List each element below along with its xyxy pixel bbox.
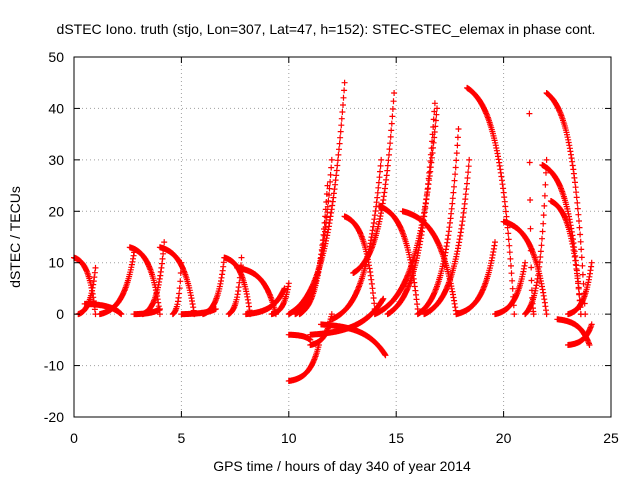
data-point-markers <box>96 249 138 318</box>
data-series-arc <box>565 321 595 348</box>
x-axis-label: GPS time / hours of day 340 of year 2014 <box>213 458 471 474</box>
chart-title: dSTEC Iono. truth (stjo, Lon=307, Lat=47… <box>57 21 596 37</box>
data-point-markers <box>268 280 292 318</box>
x-tick-label: 20 <box>496 430 512 446</box>
data-point-markers <box>307 295 387 338</box>
data-point-markers <box>492 259 529 318</box>
data-series-arc <box>565 259 595 318</box>
data-point-markers <box>296 182 331 318</box>
data-series <box>71 79 595 384</box>
y-tick-label: 0 <box>56 306 64 322</box>
data-series-arc <box>96 249 138 318</box>
data-series-arc <box>522 156 550 318</box>
data-series-arc <box>156 244 198 318</box>
data-point-markers <box>543 90 589 318</box>
data-series-arc <box>285 342 322 384</box>
y-tick-label: 30 <box>48 152 64 168</box>
data-series-arc <box>453 239 498 318</box>
data-point-markers <box>421 156 473 318</box>
data-series-arc <box>307 295 387 338</box>
data-series-arc <box>199 254 228 318</box>
data-series-arc <box>225 254 245 318</box>
data-series-arc <box>371 105 440 318</box>
data-point-markers <box>156 244 198 318</box>
data-series-arc <box>384 100 438 318</box>
data-point-markers <box>285 342 322 384</box>
y-tick-label: 20 <box>48 203 64 219</box>
data-point-markers <box>414 126 462 318</box>
data-point-markers <box>285 331 314 343</box>
data-point-markers <box>221 254 254 318</box>
y-tick-label: -20 <box>44 409 64 425</box>
data-series-arc <box>242 285 288 318</box>
data-series-arc <box>169 259 185 318</box>
data-point-markers <box>464 84 518 318</box>
data-series-arc <box>350 90 398 276</box>
data-series-arc <box>268 280 292 318</box>
y-tick-label: -10 <box>44 358 64 374</box>
axis-ticks: 0 5 10 15 20 25 -20 -10 0 10 20 30 40 50 <box>44 49 619 446</box>
data-point-markers <box>199 254 228 318</box>
data-series-arc <box>492 259 529 318</box>
data-point-markers <box>139 239 168 318</box>
y-tick-label: 50 <box>48 49 64 65</box>
data-series-arc <box>139 239 168 318</box>
x-tick-label: 0 <box>70 430 78 446</box>
x-tick-label: 15 <box>388 430 404 446</box>
data-point-markers <box>371 105 440 318</box>
data-series-arc <box>414 126 462 318</box>
data-series-arc <box>221 254 254 318</box>
data-point-markers <box>547 198 584 318</box>
data-series-arc <box>421 156 473 318</box>
data-point-markers <box>350 90 398 276</box>
data-point-markers <box>522 156 550 318</box>
plot-frame <box>73 56 612 418</box>
data-point-markers <box>242 285 288 318</box>
data-series-arc <box>296 182 331 318</box>
data-series-arc <box>547 198 584 318</box>
data-point-markers <box>225 254 245 318</box>
y-tick-label: 10 <box>48 255 64 271</box>
data-series-arc <box>464 84 518 318</box>
data-point-markers <box>384 100 438 318</box>
data-point-markers <box>565 321 595 348</box>
y-axis-label: dSTEC / TECUs <box>7 186 23 288</box>
data-point-markers <box>169 259 185 318</box>
data-series-arc <box>543 90 589 318</box>
data-series-arc <box>285 331 314 343</box>
y-tick-label: 40 <box>48 100 64 116</box>
data-series-arc <box>234 264 279 318</box>
data-series-arc <box>526 110 537 318</box>
data-point-markers <box>453 239 498 318</box>
x-tick-label: 10 <box>281 430 297 446</box>
data-point-markers <box>234 264 279 318</box>
x-tick-label: 5 <box>178 430 186 446</box>
data-point-markers <box>526 110 537 318</box>
data-point-markers <box>565 259 595 318</box>
x-tick-label: 25 <box>603 430 619 446</box>
